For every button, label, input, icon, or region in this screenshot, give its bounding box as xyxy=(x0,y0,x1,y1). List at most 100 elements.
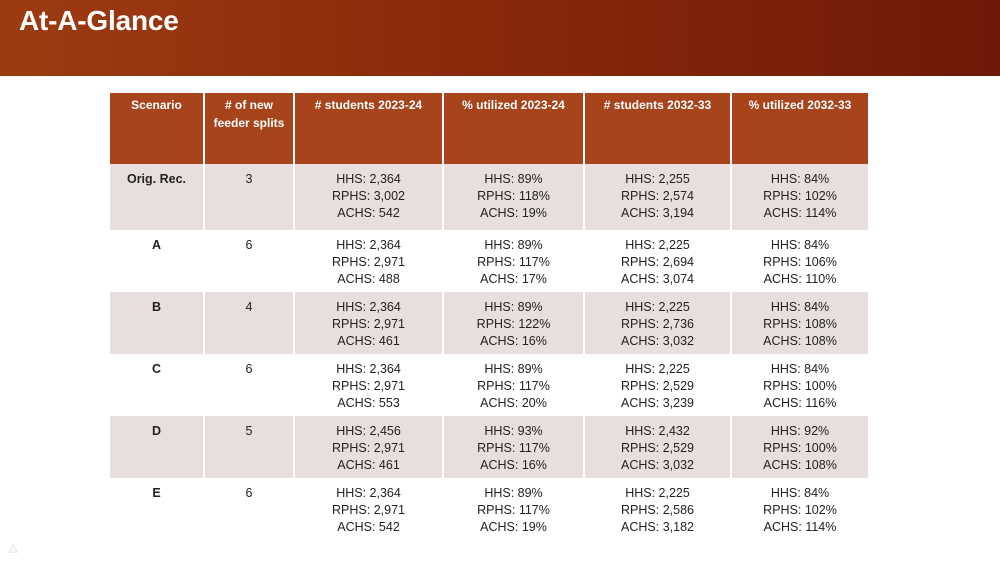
hhs-value: HHS: 89% xyxy=(484,362,543,376)
achs-value: ACHS: 553 xyxy=(337,396,400,410)
rphs-value: RPHS: 118% xyxy=(477,189,550,203)
rphs-value: RPHS: 2,529 xyxy=(621,441,694,455)
rphs-value: RPHS: 100% xyxy=(763,379,837,393)
achs-value: ACHS: 108% xyxy=(763,458,837,472)
achs-value: ACHS: 3,194 xyxy=(621,206,694,220)
rphs-value: RPHS: 2,736 xyxy=(621,317,694,331)
rphs-value: RPHS: 2,971 xyxy=(332,255,405,269)
hhs-value: HHS: 84% xyxy=(770,362,830,376)
feeder-splits-cell: 4 xyxy=(204,292,295,354)
utilized-2032-33-cell: HHS: 84% RPHS: 102% ACHS: 114% xyxy=(731,478,868,540)
header-students-2023-24: # students 2023-24 xyxy=(294,93,444,164)
scenario-cell: E xyxy=(110,478,205,540)
hhs-value: HHS: 92% xyxy=(770,424,830,438)
header-feeder-splits: # of new feeder splits xyxy=(204,93,295,164)
students-2023-24-cell: HHS: 2,364 RPHS: 2,971 ACHS: 488 xyxy=(294,230,444,292)
achs-value: ACHS: 3,032 xyxy=(621,458,694,472)
hhs-value: HHS: 89% xyxy=(484,238,543,252)
table-row: B 4 HHS: 2,364 RPHS: 2,971 ACHS: 461 HHS… xyxy=(110,292,868,354)
achs-value: ACHS: 461 xyxy=(337,334,400,348)
rphs-value: RPHS: 108% xyxy=(763,317,837,331)
hhs-value: HHS: 84% xyxy=(770,486,830,500)
utilized-2032-33-cell: HHS: 84% RPHS: 100% ACHS: 116% xyxy=(731,354,868,416)
utilized-2023-24-cell: HHS: 93% RPHS: 117% ACHS: 16% xyxy=(443,416,585,478)
rphs-value: RPHS: 102% xyxy=(763,189,837,203)
students-2032-33-cell: HHS: 2,225 RPHS: 2,736 ACHS: 3,032 xyxy=(584,292,732,354)
hhs-value: HHS: 2,225 xyxy=(625,300,690,314)
utilized-2023-24-cell: HHS: 89% RPHS: 117% ACHS: 19% xyxy=(443,478,585,540)
rphs-value: RPHS: 2,971 xyxy=(332,441,405,455)
header-students-2032-33: # students 2032-33 xyxy=(584,93,732,164)
rphs-value: RPHS: 2,694 xyxy=(621,255,694,269)
achs-value: ACHS: 17% xyxy=(480,272,547,286)
utilized-2032-33-cell: HHS: 92% RPHS: 100% ACHS: 108% xyxy=(731,416,868,478)
students-2032-33-cell: HHS: 2,432 RPHS: 2,529 ACHS: 3,032 xyxy=(584,416,732,478)
achs-value: ACHS: 3,074 xyxy=(621,272,694,286)
hhs-value: HHS: 2,225 xyxy=(625,238,690,252)
scenario-cell: D xyxy=(110,416,205,478)
students-2032-33-cell: HHS: 2,225 RPHS: 2,694 ACHS: 3,074 xyxy=(584,230,732,292)
hhs-value: HHS: 93% xyxy=(484,424,543,438)
achs-value: ACHS: 3,182 xyxy=(621,520,694,534)
achs-value: ACHS: 19% xyxy=(480,206,547,220)
hhs-value: HHS: 2,364 xyxy=(336,300,401,314)
at-a-glance-table-container: Scenario # of new feeder splits # studen… xyxy=(110,93,868,540)
achs-value: ACHS: 19% xyxy=(480,520,547,534)
utilized-2032-33-cell: HHS: 84% RPHS: 102% ACHS: 114% xyxy=(731,164,868,230)
hhs-value: HHS: 89% xyxy=(484,300,543,314)
hhs-value: HHS: 2,225 xyxy=(625,486,690,500)
scenario-cell: Orig. Rec. xyxy=(110,164,205,230)
rphs-value: RPHS: 2,529 xyxy=(621,379,694,393)
table-row: D 5 HHS: 2,456 RPHS: 2,971 ACHS: 461 HHS… xyxy=(110,416,868,478)
students-2023-24-cell: HHS: 2,364 RPHS: 2,971 ACHS: 461 xyxy=(294,292,444,354)
hhs-value: HHS: 84% xyxy=(770,238,830,252)
title-banner: At-A-Glance xyxy=(0,0,1000,76)
rphs-value: RPHS: 3,002 xyxy=(332,189,405,203)
table-row: Orig. Rec. 3 HHS: 2,364 RPHS: 3,002 ACHS… xyxy=(110,164,868,230)
table-row: A 6 HHS: 2,364 RPHS: 2,971 ACHS: 488 HHS… xyxy=(110,230,868,292)
achs-value: ACHS: 3,032 xyxy=(621,334,694,348)
table-row: E 6 HHS: 2,364 RPHS: 2,971 ACHS: 542 HHS… xyxy=(110,478,868,540)
hhs-value: HHS: 2,225 xyxy=(625,362,690,376)
hhs-value: HHS: 89% xyxy=(484,172,543,186)
scenario-comparison-table: Scenario # of new feeder splits # studen… xyxy=(110,93,868,540)
achs-value: ACHS: 542 xyxy=(337,206,400,220)
achs-value: ACHS: 110% xyxy=(763,272,837,286)
scenario-cell: B xyxy=(110,292,205,354)
header-scenario: Scenario xyxy=(110,93,205,164)
hhs-value: HHS: 84% xyxy=(770,172,830,186)
achs-value: ACHS: 114% xyxy=(763,520,837,534)
utilized-2023-24-cell: HHS: 89% RPHS: 117% ACHS: 20% xyxy=(443,354,585,416)
rphs-value: RPHS: 2,574 xyxy=(621,189,694,203)
achs-value: ACHS: 114% xyxy=(763,206,837,220)
achs-value: ACHS: 20% xyxy=(480,396,547,410)
utilized-2023-24-cell: HHS: 89% RPHS: 122% ACHS: 16% xyxy=(443,292,585,354)
rphs-value: RPHS: 102% xyxy=(763,503,837,517)
rphs-value: RPHS: 117% xyxy=(477,441,550,455)
students-2032-33-cell: HHS: 2,225 RPHS: 2,529 ACHS: 3,239 xyxy=(584,354,732,416)
achs-value: ACHS: 116% xyxy=(763,396,837,410)
rphs-value: RPHS: 2,971 xyxy=(332,379,405,393)
achs-value: ACHS: 461 xyxy=(337,458,400,472)
achs-value: ACHS: 542 xyxy=(337,520,400,534)
achs-value: ACHS: 3,239 xyxy=(621,396,694,410)
header-utilized-2032-33: % utilized 2032-33 xyxy=(731,93,868,164)
hhs-value: HHS: 2,364 xyxy=(336,486,401,500)
feeder-splits-cell: 6 xyxy=(204,230,295,292)
utilized-2023-24-cell: HHS: 89% RPHS: 118% ACHS: 19% xyxy=(443,164,585,230)
feeder-splits-cell: 5 xyxy=(204,416,295,478)
students-2023-24-cell: HHS: 2,456 RPHS: 2,971 ACHS: 461 xyxy=(294,416,444,478)
feeder-splits-cell: 6 xyxy=(204,478,295,540)
hhs-value: HHS: 2,364 xyxy=(336,238,401,252)
rphs-value: RPHS: 122% xyxy=(476,317,551,331)
header-utilized-2023-24: % utilized 2023-24 xyxy=(443,93,585,164)
scenario-cell: C xyxy=(110,354,205,416)
hhs-value: HHS: 2,364 xyxy=(336,172,401,186)
hhs-value: HHS: 2,255 xyxy=(625,172,690,186)
students-2023-24-cell: HHS: 2,364 RPHS: 3,002 ACHS: 542 xyxy=(294,164,444,230)
feeder-splits-cell: 6 xyxy=(204,354,295,416)
rphs-value: RPHS: 2,971 xyxy=(332,503,405,517)
achs-value: ACHS: 16% xyxy=(480,334,547,348)
triangle-outline-icon: △ xyxy=(9,542,18,554)
rphs-value: RPHS: 117% xyxy=(477,379,550,393)
